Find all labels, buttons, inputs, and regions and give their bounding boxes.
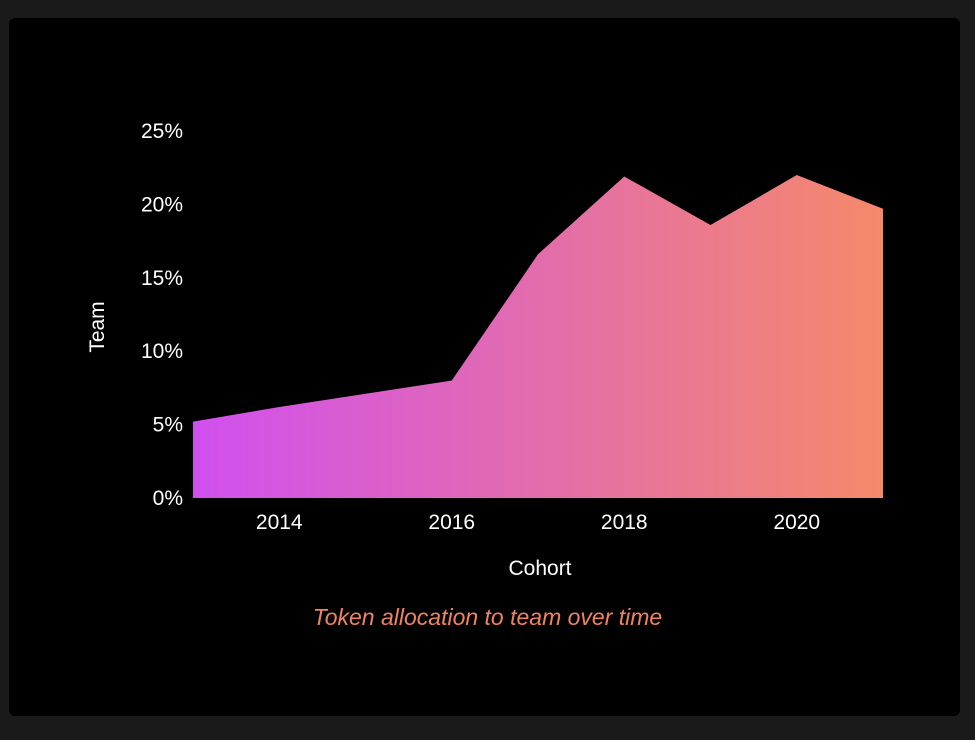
y-axis-ticks: 0% 5% 10% 15% 20% 25% [141, 120, 183, 510]
x-tick-label: 2018 [601, 511, 648, 534]
y-tick-label: 15% [141, 267, 183, 290]
y-tick-label: 5% [153, 414, 183, 437]
x-tick-label: 2020 [773, 511, 820, 534]
y-tick-label: 10% [141, 340, 183, 363]
y-tick-label: 0% [153, 487, 183, 510]
y-axis-title: Team [86, 301, 109, 352]
team-area [193, 175, 883, 499]
x-tick-label: 2016 [428, 511, 475, 534]
x-axis-ticks: 2014 2016 2018 2020 [256, 511, 820, 534]
y-tick-label: 25% [141, 120, 183, 143]
x-axis-title: Cohort [508, 557, 571, 580]
y-tick-label: 20% [141, 193, 183, 216]
x-tick-label: 2014 [256, 511, 303, 534]
chart-caption: Token allocation to team over time [312, 604, 663, 630]
